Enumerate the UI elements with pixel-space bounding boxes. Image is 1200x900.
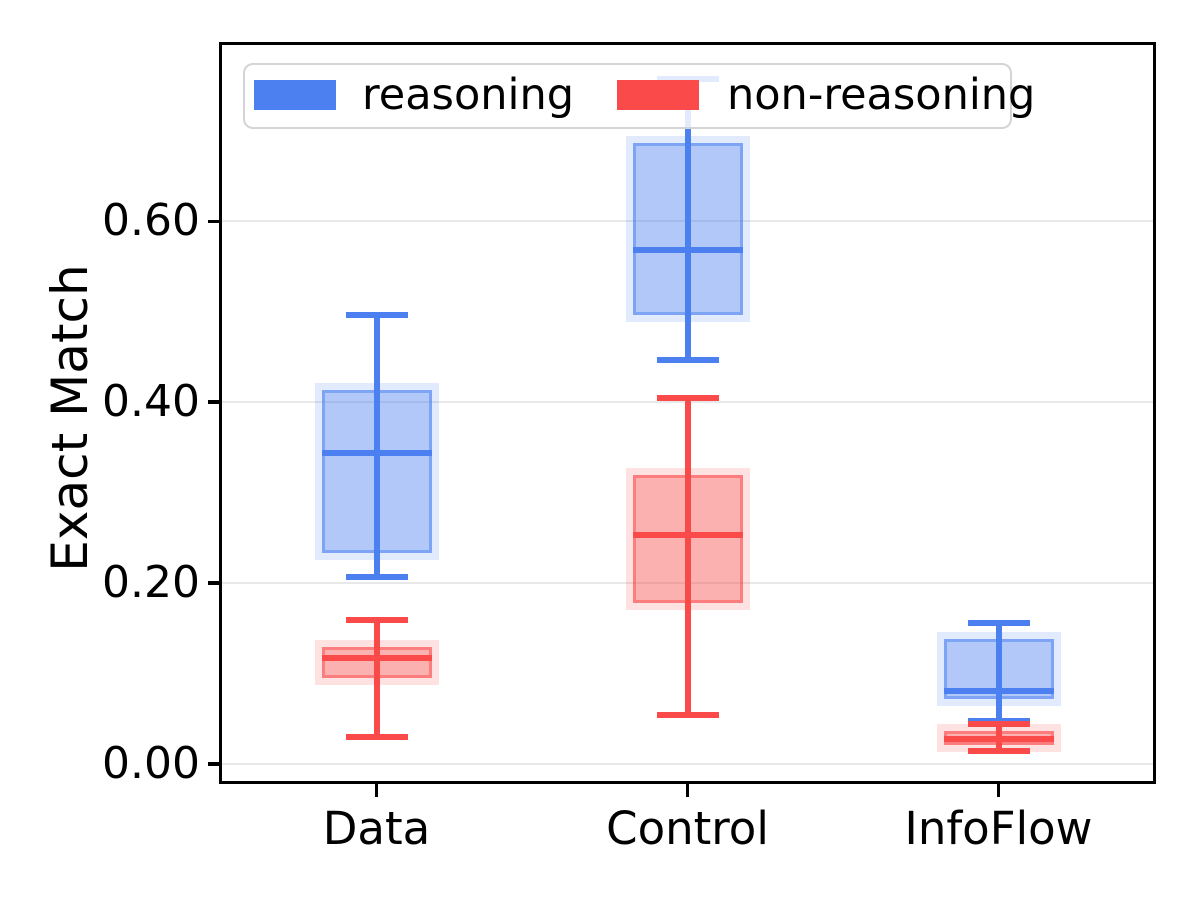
median-line (943, 687, 1054, 694)
whisker-line (684, 79, 691, 360)
whisker-cap-top (967, 721, 1030, 728)
median-line (943, 735, 1054, 742)
whisker-line (373, 315, 380, 577)
box-glow (625, 467, 750, 610)
whisker-cap-top (656, 394, 719, 401)
legend-label-reasoning: reasoning (362, 70, 574, 120)
y-tick-label: 0.20 (102, 557, 200, 609)
box (321, 647, 432, 679)
whisker-cap-bottom (656, 712, 719, 719)
x-tick-label: InfoFlow (904, 802, 1093, 855)
legend-swatch-non-reasoning (617, 80, 699, 110)
whisker-line (995, 622, 1002, 722)
median-line (321, 449, 432, 456)
whisker-cap-bottom (967, 748, 1030, 755)
whisker-cap-top (345, 617, 408, 624)
x-tick-label: Control (606, 802, 769, 855)
median-line (632, 247, 743, 254)
box (632, 474, 743, 603)
whisker-cap-top (967, 619, 1030, 626)
gridline (221, 763, 1154, 765)
y-tick-label: 0.40 (102, 376, 200, 428)
box-glow (625, 135, 750, 323)
box (632, 142, 743, 316)
legend: reasoning non-reasoning (243, 63, 1035, 129)
y-tick-label: 0.60 (102, 195, 200, 247)
legend-label-non-reasoning: non-reasoning (727, 70, 1036, 120)
x-tick-label: Data (322, 802, 431, 855)
legend-swatch-reasoning (254, 80, 336, 110)
y-tick-mark (208, 400, 221, 404)
median-line (632, 532, 743, 539)
whisker-line (373, 620, 380, 737)
y-tick-label: 0.00 (102, 738, 200, 789)
whisker-cap-bottom (656, 356, 719, 363)
y-tick-mark (208, 762, 221, 766)
y-tick-mark (208, 581, 221, 585)
whisker-cap-top (345, 312, 408, 319)
whisker-line (684, 397, 691, 716)
x-tick-mark (996, 783, 1001, 797)
box (321, 390, 432, 554)
y-tick-mark (208, 219, 221, 224)
x-tick-mark (374, 783, 379, 797)
whisker-cap-bottom (345, 573, 408, 580)
median-line (321, 655, 432, 662)
whisker-cap-bottom (345, 733, 408, 740)
box-glow (314, 383, 439, 561)
x-tick-mark (685, 783, 690, 797)
